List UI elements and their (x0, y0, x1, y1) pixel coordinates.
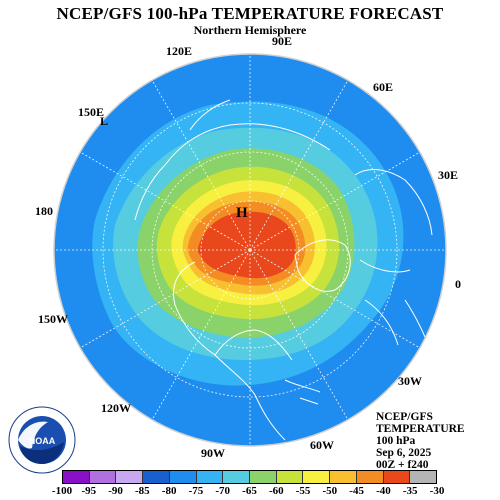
high-pressure-marker: H (236, 205, 248, 221)
coastline-caribbean (284, 379, 321, 405)
colorbar-swatch (276, 471, 304, 483)
colorbar-tick-label: -90 (108, 485, 123, 497)
coastline-north-america (173, 261, 293, 441)
colorbar-swatch (250, 471, 277, 483)
colorbar-swatch (410, 471, 437, 483)
colorbar-swatch (116, 471, 144, 483)
lon-label-120e: 120E (166, 44, 193, 58)
colorbar-swatch (356, 471, 384, 483)
colorbar-tick-label: -50 (322, 485, 338, 497)
colorbar-tick-label: -75 (188, 485, 204, 497)
temperature-colorbar (62, 470, 437, 484)
colorbar-tick-label: -70 (215, 485, 231, 497)
colorbar-tick-label: -95 (81, 485, 97, 497)
colorbar-tick-label: -100 (51, 485, 73, 497)
info-level: 100 hPa (376, 435, 416, 447)
colorbar-swatch (383, 471, 411, 483)
colorbar-swatch (169, 471, 197, 483)
colorbar-swatch (196, 471, 224, 483)
colorbar-swatch (303, 471, 331, 483)
colorbar-tick-label: -35 (402, 485, 418, 497)
colorbar-swatch (330, 471, 357, 483)
lon-label-150e: 150E (78, 105, 105, 119)
lon-label-90w: 90W (201, 446, 225, 460)
field-minus40 (197, 211, 296, 279)
coastline-greenland (294, 239, 351, 292)
info-variable: TEMPERATURE (376, 423, 465, 435)
colorbar-tick-label: -60 (268, 485, 284, 497)
lon-label-30e: 30E (438, 168, 459, 182)
coastline-eurasia (164, 123, 433, 236)
colorbar-tick-label: -55 (295, 485, 311, 497)
colorbar-tick-label: -45 (349, 485, 364, 497)
coastline-asia-east (134, 99, 231, 221)
lon-label-120w: 120W (101, 401, 131, 415)
colorbar-swatch (223, 471, 251, 483)
map-title: NCEP/GFS 100-hPa TEMPERATURE FORECAST (56, 4, 444, 23)
colorbar-swatch (143, 471, 170, 483)
lon-label-60w: 60W (310, 438, 334, 452)
coastline-europe (359, 259, 411, 346)
colorbar-tick-label: -30 (429, 485, 445, 497)
colorbar-tick-label: -40 (376, 485, 391, 497)
map-border (53, 53, 447, 447)
colorbar-swatch (89, 471, 117, 483)
lon-label-0: 0 (455, 277, 461, 291)
colorbar-ticks: -100 -95 -90 -85 -80 -75 -70 -65 -60 -55 -50 -45 -40… (0, 485, 500, 499)
lon-label-60e: 60E (373, 80, 394, 94)
forecast-info: NCEP/GFS TEMPERATURE 100 hPa Sep 6, 2025… (376, 411, 465, 471)
map-subtitle: Northern Hemisphere (193, 23, 307, 37)
info-model: NCEP/GFS (376, 411, 433, 423)
noaa-logo: NOAA (8, 406, 76, 474)
lon-label-150w: 150W (38, 312, 68, 326)
lon-label-180: 180 (35, 204, 53, 218)
info-date: Sep 6, 2025 (376, 447, 432, 459)
colorbar-swatch (63, 471, 90, 483)
colorbar-tick-label: -65 (242, 485, 257, 497)
colorbar-tick-label: -85 (135, 485, 150, 497)
noaa-logo-text: NOAA (29, 436, 56, 446)
info-run: 00Z + f240 (376, 459, 429, 471)
low-pressure-marker: L (100, 114, 109, 128)
lon-label-30w: 30W (398, 374, 422, 388)
colorbar-tick-label: -80 (161, 485, 177, 497)
lon-label-90e: 90E (272, 34, 293, 48)
